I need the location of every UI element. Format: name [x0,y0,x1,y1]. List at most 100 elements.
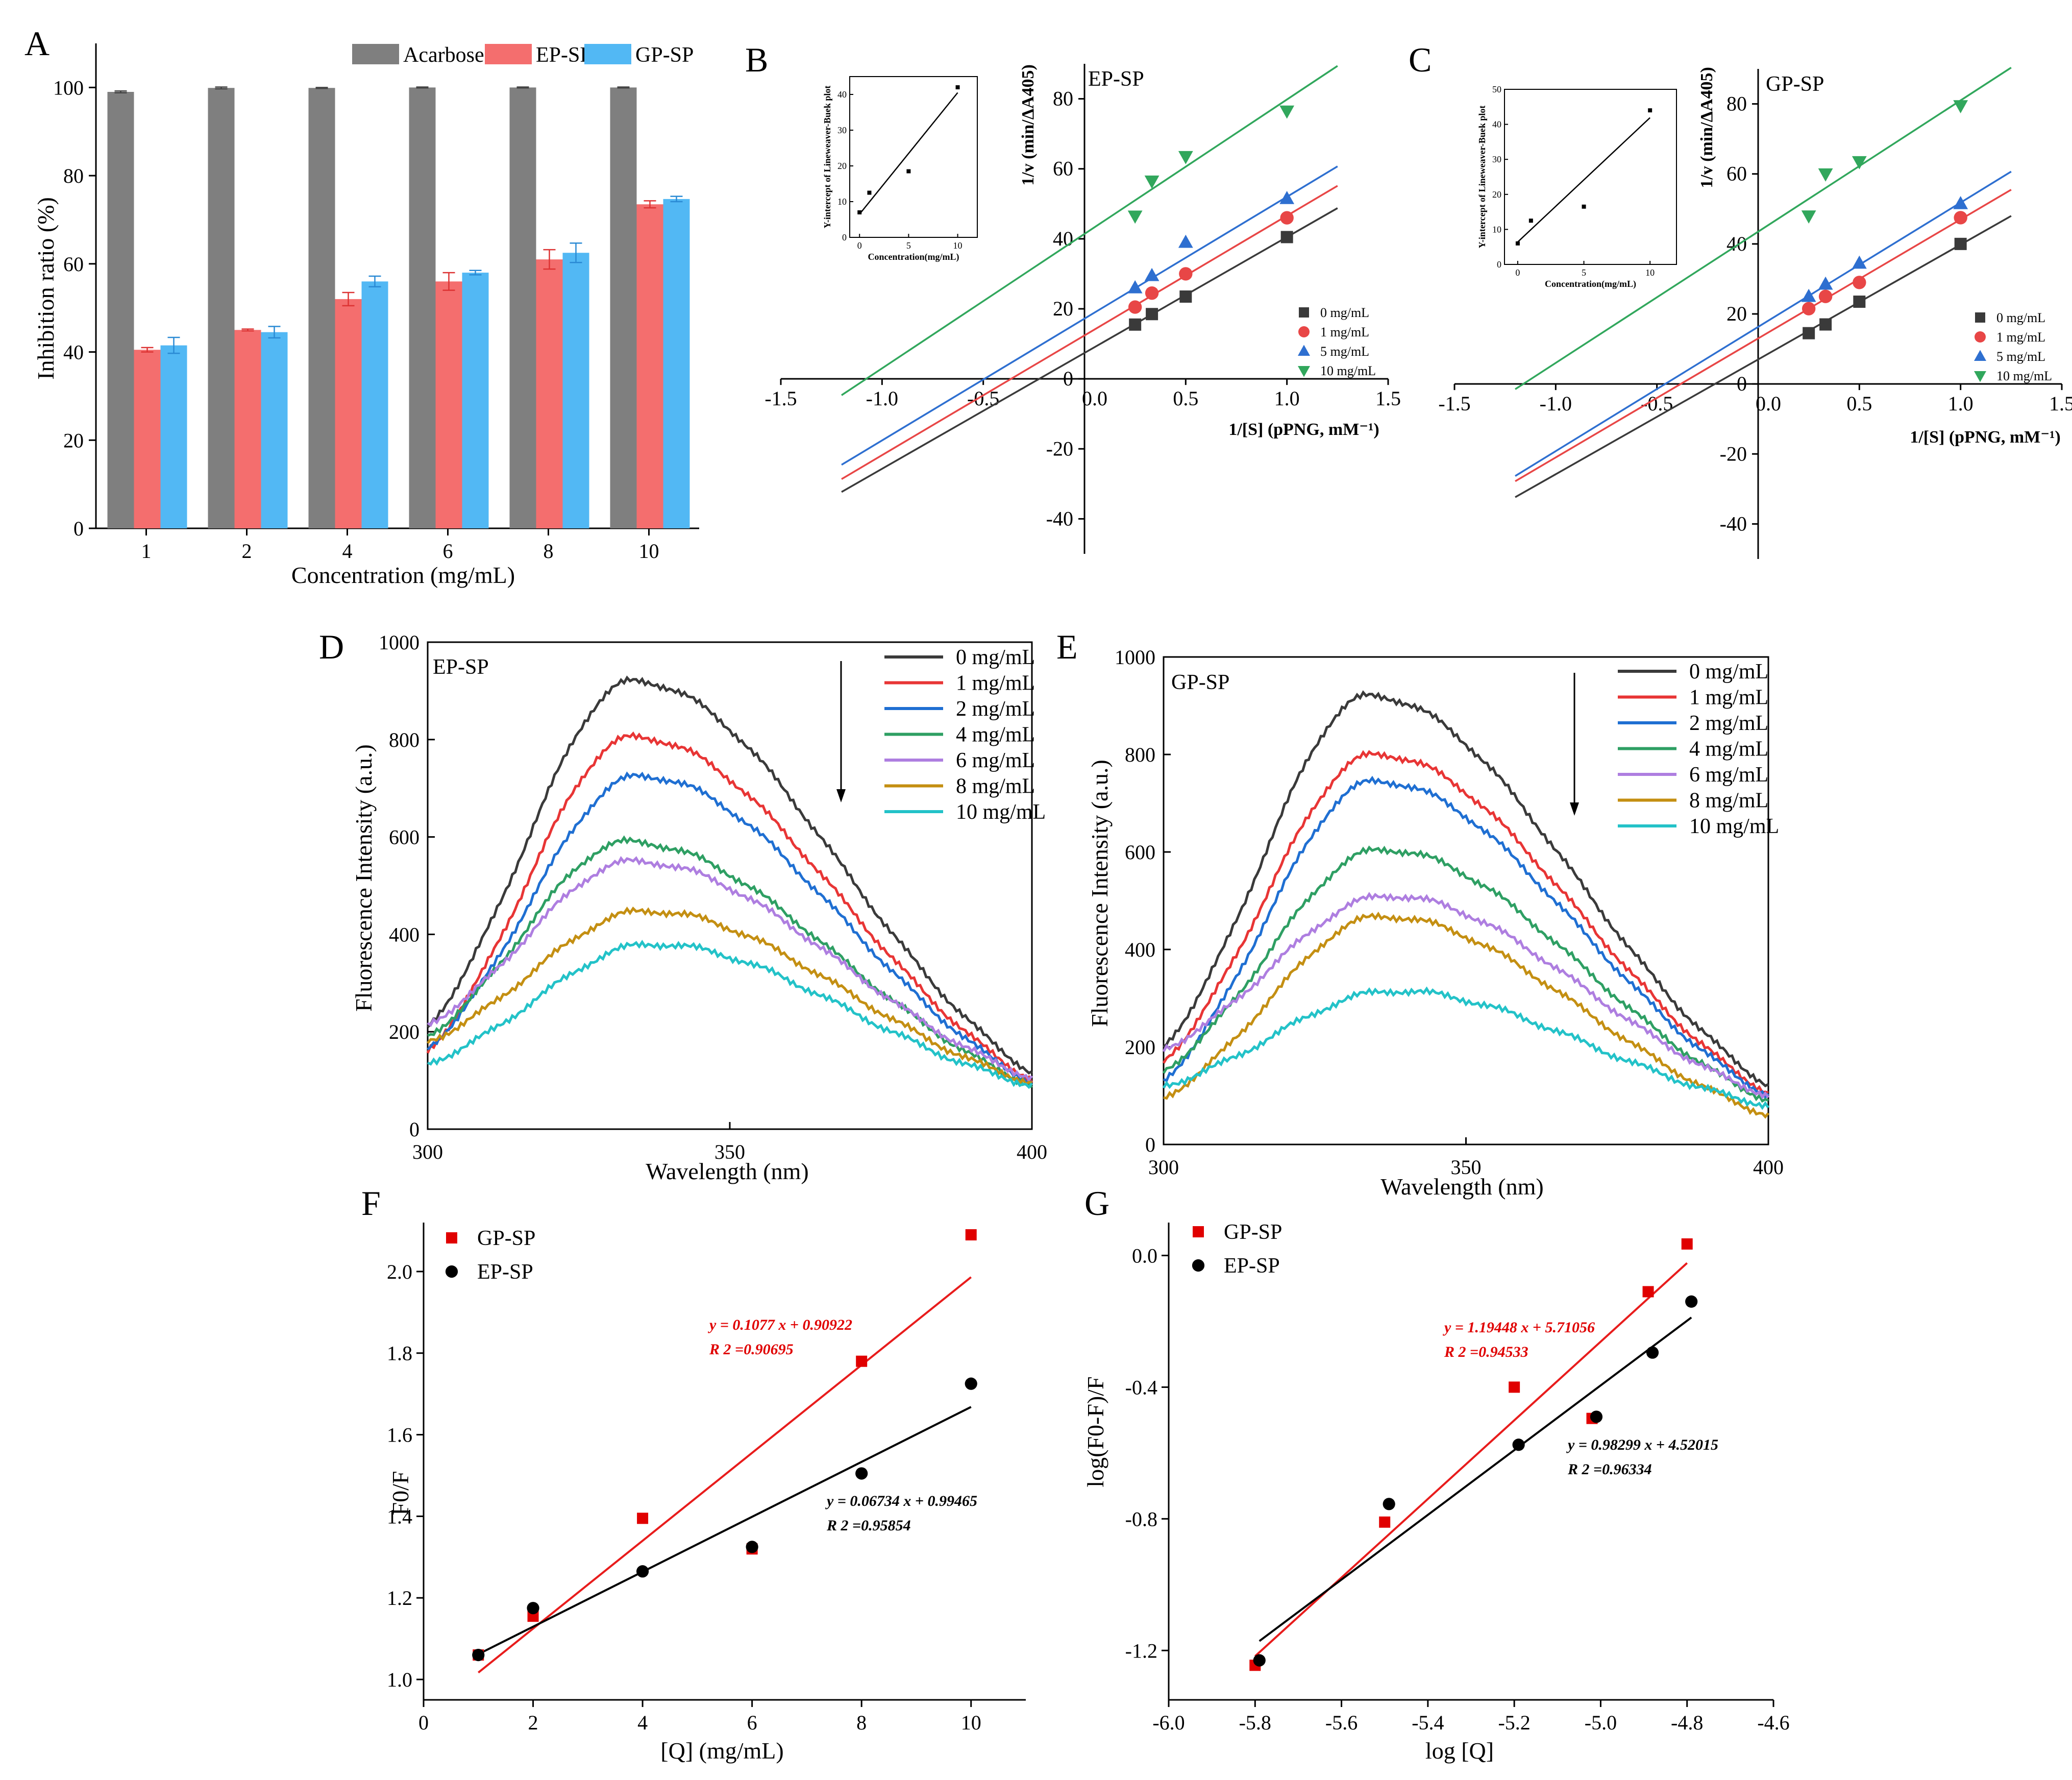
panel-f-point [637,1513,649,1524]
panel-a-y-tick-label: 60 [63,253,84,276]
panel-a-bar [107,92,134,528]
panel-a-bar [361,281,388,528]
panel-e-legend-label: 0 mg/mL [1689,660,1768,684]
panel-a-legend-swatch [352,44,399,64]
panel-a-ylabel: Inhibition ratio (%) [33,197,59,380]
panel-e-label: GP-SP [1171,671,1229,694]
panel-a-legend-swatch [485,44,532,64]
panel-c-y-tick-label: 40 [1726,232,1747,255]
panel-b-y-tick-label: 40 [1053,227,1073,250]
panel-b-y-tick-label: -40 [1046,507,1073,530]
panel-c-inset-y-tick-label: 30 [1492,154,1501,164]
panel-f-x-tick-label: 6 [747,1711,757,1734]
panel-a-legend-label: GP-SP [635,43,694,67]
panel-f-stern-volmer: 0 2 4 6 8 10 1.0 1.2 1.4 1.6 1.8 2.0 GP-SP EP-SP y = 0… [387,1223,1026,1734]
panel-b-lineweaver-burk-ep: -1.5 -1.0 -0.5 0.0 0.5 1.0 1.5 -40 -20 0 20 40 60 80 0… [764,64,1401,554]
panel-b-legend-marker [1298,326,1310,337]
panel-a-x-tick-label: 2 [242,540,252,563]
panel-b-point [1127,280,1143,294]
panel-b-inset-y-tick-label: 30 [837,125,847,135]
panel-d-x-tick-label: 400 [1017,1140,1047,1163]
panel-a-bar [435,281,462,528]
panel-letter-b: B [745,40,768,79]
panel-d-spectrum-line [427,771,1032,1084]
panel-c-point [1801,288,1816,302]
panel-e-spectrum-line [1162,750,1769,1094]
panel-letter-a: A [24,24,50,63]
panel-c-fit-line [1515,189,2012,482]
panel-f-ylabel: F0/F [387,1471,413,1516]
panel-c-legend-label: 0 mg/mL [1996,310,2045,325]
panel-c-inset-ylabel: Y-intercept of Lineweaver-Buek plot [1477,106,1487,249]
panel-g-x-tick-label: -6.0 [1152,1711,1185,1734]
panel-f-point [965,1229,977,1240]
panel-letter-e: E [1056,627,1078,666]
panel-letter-f: F [361,1184,381,1223]
panel-a-bar [663,199,690,528]
panel-a-bar [562,253,589,528]
panel-f-fit-line [478,1406,972,1655]
panel-e-spectrum-line [1162,845,1769,1103]
panel-b-legend-label: 0 mg/mL [1320,305,1369,320]
panel-b-point [1144,267,1160,281]
panel-g-point [1379,1516,1391,1528]
panel-b-y-tick-label: 0 [1063,367,1073,390]
panel-b-inset-y-tick-label: 0 [842,232,847,242]
panel-a-bar [409,87,436,528]
panel-b-legend-label: 1 mg/mL [1320,325,1369,339]
panel-d-x-tick-label: 350 [714,1140,745,1163]
panel-e-legend-label: 6 mg/mL [1689,763,1768,787]
panel-g-point [1383,1498,1395,1510]
panel-c-fit-line [1515,170,2012,477]
panel-f-y-tick-label: 1.0 [387,1668,412,1691]
panel-f-x-tick-label: 2 [528,1711,538,1734]
panel-b-legend-label: 10 mg/mL [1320,363,1376,378]
panel-g-x-tick-label: -4.6 [1757,1711,1789,1734]
panel-b-point [1127,210,1143,224]
panel-f-r-squared: R 2 =0.95854 [826,1517,911,1534]
panel-c-inset-xlabel: Concentration(mg/mL) [1545,279,1636,289]
panel-c-legend-marker [1974,350,1986,361]
panel-g-equation: y = 1.19448 x + 5.71056 [1443,1319,1595,1336]
panel-b-point [1146,308,1158,321]
panel-e-y-tick-label: 600 [1125,841,1155,864]
panel-b-x-tick-label: 1.0 [1274,387,1300,410]
panel-c-x-tick-label: 0.0 [1756,392,1781,415]
panel-c-point [1853,276,1866,289]
panel-e-quench-arrowhead [1570,802,1579,816]
panel-c-inset-point [1582,204,1586,209]
panel-g-point [1685,1295,1698,1308]
panel-b-y-tick-label: -20 [1046,437,1073,460]
panel-letter-g: G [1084,1184,1109,1223]
panel-a-y-tick-label: 80 [63,164,84,187]
panel-c-x-tick-label: 1.0 [1948,392,1974,415]
panel-c-inset-x-tick-label: 0 [1515,267,1520,278]
panel-d-y-tick-label: 1000 [379,631,420,654]
panel-a-legend-label: EP-SP [536,43,592,67]
panel-a-bar [536,259,563,528]
panel-f-x-tick-label: 0 [418,1711,429,1734]
panel-b-fit-line [841,185,1338,480]
panel-d-legend-label: 0 mg/mL [956,646,1035,669]
panel-a-bar [636,204,663,528]
panel-c-y-tick-label: -40 [1720,512,1747,535]
panel-d-x-tick-label: 300 [412,1140,443,1163]
panel-f-x-tick-label: 8 [856,1711,867,1734]
panel-c-fit-line [1515,66,2012,390]
panel-b-legend-marker [1298,366,1310,377]
panel-e-y-tick-label: 1000 [1115,646,1155,669]
panel-d-legend-label: 10 mg/mL [956,800,1046,824]
panel-d-legend-label: 6 mg/mL [956,749,1035,772]
panel-d-label: EP-SP [433,655,489,679]
panel-c-point [1819,318,1832,331]
panel-f-x-tick-label: 4 [637,1711,648,1734]
panel-g-point [1646,1346,1659,1359]
panel-g-x-tick-label: -4.8 [1671,1711,1703,1734]
panel-g-x-tick-label: -5.0 [1585,1711,1617,1734]
panel-c-point [1803,327,1815,339]
panel-e-legend-label: 2 mg/mL [1689,712,1768,735]
panel-f-point [965,1377,977,1390]
panel-a-xlabel: Concentration (mg/mL) [291,562,515,588]
panel-c-inset-y-tick-label: 20 [1492,189,1501,200]
